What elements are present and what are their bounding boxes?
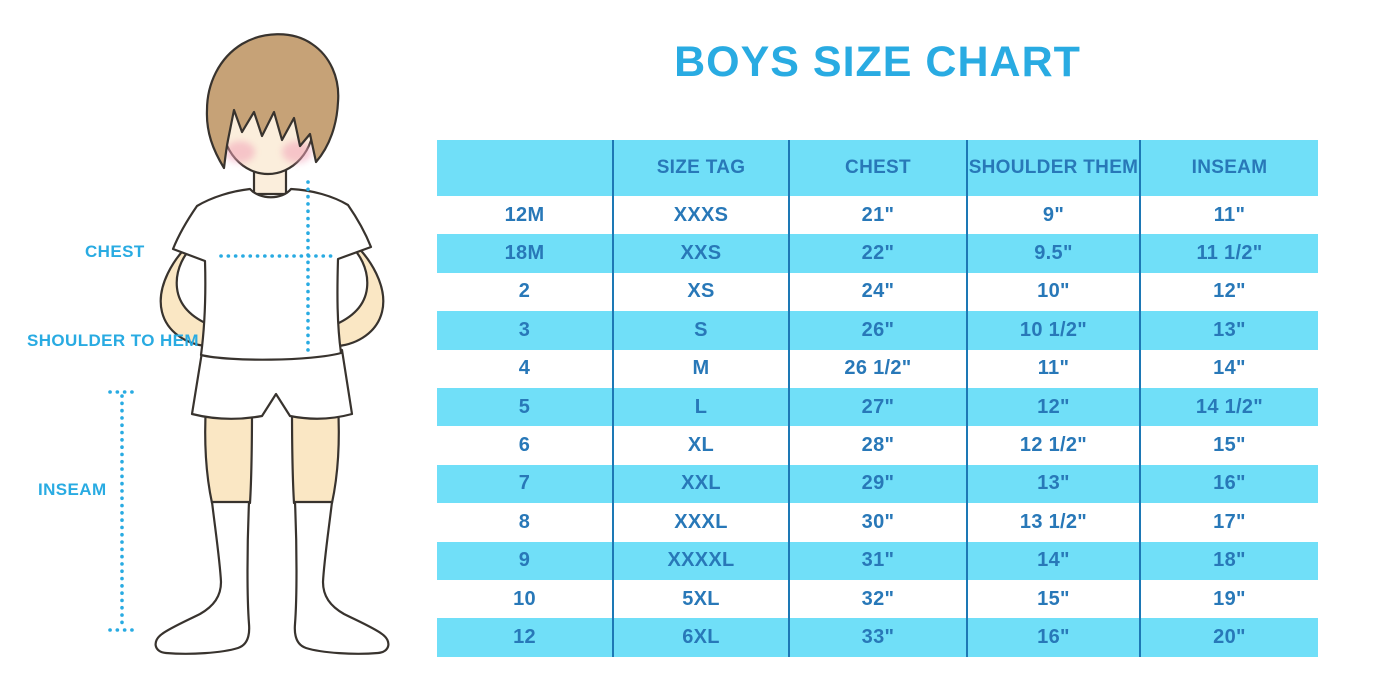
boy-left-cheek — [225, 141, 255, 163]
table-cell: 28" — [790, 426, 968, 465]
chest-label: CHEST — [85, 242, 145, 261]
header-cell — [437, 140, 614, 196]
table-cell: 6 — [437, 426, 614, 465]
table-cell: 12 — [437, 618, 614, 657]
table-cell: 9" — [968, 196, 1141, 235]
table-cell: XS — [614, 272, 790, 312]
size-table: SIZE TAG CHEST SHOULDER THEM INSEAM 12M XXXS 2… — [437, 140, 1318, 657]
table-cell: 8 — [437, 503, 614, 542]
table-cell: 13" — [968, 464, 1141, 504]
table-cell: 26 1/2" — [790, 349, 968, 388]
table-cell: 29" — [790, 464, 968, 504]
table-cell: 19" — [1213, 587, 1246, 610]
table-cell: 12" — [968, 387, 1141, 427]
table-row: 8 XXXL 30" 13 1/2" 17" — [437, 503, 1318, 542]
table-cell: XXXS — [614, 196, 790, 235]
table-cell: 18" — [1213, 549, 1246, 572]
table-row: 10 5XL 32" 15" 19" — [437, 579, 1318, 619]
table-cell: 14 1/2" — [1195, 395, 1264, 418]
boy-right-sock — [293, 500, 390, 655]
table-cell: 13 1/2" — [968, 503, 1141, 542]
table-row: 5 L 27" 12" 14 1/2" — [437, 387, 1318, 427]
table-cell: 18M — [437, 234, 614, 273]
table-cell: 5XL — [614, 579, 790, 619]
table-cell: 14" — [1213, 357, 1246, 380]
measurement-illustration: CHEST SHOULDER TO HEM INSEAM — [0, 0, 437, 700]
table-row: 3 S 26" 10 1/2" 13" — [437, 311, 1318, 350]
table-cell: 7 — [437, 464, 614, 504]
boy-figure-illustration — [108, 33, 390, 655]
table-cell: 11" — [1213, 203, 1246, 226]
table-cell: 11 1/2" — [1196, 242, 1263, 265]
table-cell: 17" — [1213, 510, 1246, 533]
table-row: 12 6XL 33" 16" 20" — [437, 618, 1318, 657]
table-cell: 15" — [1213, 434, 1246, 457]
table-cell: XL — [614, 426, 790, 465]
table-row: 7 XXL 29" 13" 16" — [437, 464, 1318, 504]
table-cell: 31" — [790, 541, 968, 580]
table-cell: 27" — [790, 387, 968, 427]
table-cell: 3 — [437, 311, 614, 350]
table-cell: 30" — [790, 503, 968, 542]
page-title: BOYS SIZE CHART — [674, 38, 1081, 86]
table-cell: S — [614, 311, 790, 350]
table-row: 12M XXXS 21" 9" 11" — [437, 196, 1318, 235]
table-row: 4 M 26 1/2" 11" 14" — [437, 349, 1318, 388]
table-cell: XXXXL — [614, 541, 790, 580]
header-cell: INSEAM — [1191, 157, 1268, 178]
table-cell: 10" — [968, 272, 1141, 312]
table-cell: M — [614, 349, 790, 388]
table-cell: 26" — [790, 311, 968, 350]
boy-left-sock — [154, 500, 251, 655]
boy-shirt — [171, 187, 373, 361]
table-cell: 10 1/2" — [968, 311, 1141, 350]
boy-hair — [205, 33, 340, 170]
table-cell: 9 — [437, 541, 614, 580]
table-cell: 14" — [968, 541, 1141, 580]
boy-shorts — [190, 348, 354, 420]
table-cell: XXL — [614, 464, 790, 504]
table-cell: 15" — [968, 579, 1141, 619]
table-row: 6 XL 28" 12 1/2" 15" — [437, 426, 1318, 465]
inseam-label: INSEAM — [38, 480, 107, 499]
table-cell: 9.5" — [968, 234, 1141, 273]
table-cell: 32" — [790, 579, 968, 619]
table-header-row: SIZE TAG CHEST SHOULDER THEM INSEAM — [437, 140, 1318, 196]
table-cell: 2 — [437, 272, 614, 312]
table-cell: 12" — [1213, 280, 1246, 303]
table-cell: 11" — [968, 349, 1141, 388]
table-cell: 6XL — [614, 618, 790, 657]
table-cell: 21" — [790, 196, 968, 235]
header-cell: SIZE TAG — [614, 140, 790, 196]
table-cell: 4 — [437, 349, 614, 388]
table-cell: 12M — [437, 196, 614, 235]
table-cell: 12 1/2" — [968, 426, 1141, 465]
boy-right-cheek — [282, 141, 312, 163]
table-cell: 10 — [437, 579, 614, 619]
table-row: 9 XXXXL 31" 14" 18" — [437, 541, 1318, 580]
table-cell: 22" — [790, 234, 968, 273]
table-cell: XXS — [614, 234, 790, 273]
table-cell: 24" — [790, 272, 968, 312]
table-cell: 16" — [968, 618, 1141, 657]
table-cell: 13" — [1213, 318, 1246, 341]
header-cell: SHOULDER THEM — [968, 140, 1141, 196]
header-cell: CHEST — [790, 140, 968, 196]
table-row: 18M XXS 22" 9.5" 11 1/2" — [437, 234, 1318, 273]
table-cell: 33" — [790, 618, 968, 657]
table-cell: 20" — [1213, 625, 1246, 648]
table-row: 2 XS 24" 10" 12" — [437, 272, 1318, 312]
table-cell: XXXL — [614, 503, 790, 542]
table-cell: 16" — [1213, 472, 1246, 495]
table-cell: 5 — [437, 387, 614, 427]
shoulder-to-hem-label: SHOULDER TO HEM — [27, 331, 199, 350]
table-cell: L — [614, 387, 790, 427]
